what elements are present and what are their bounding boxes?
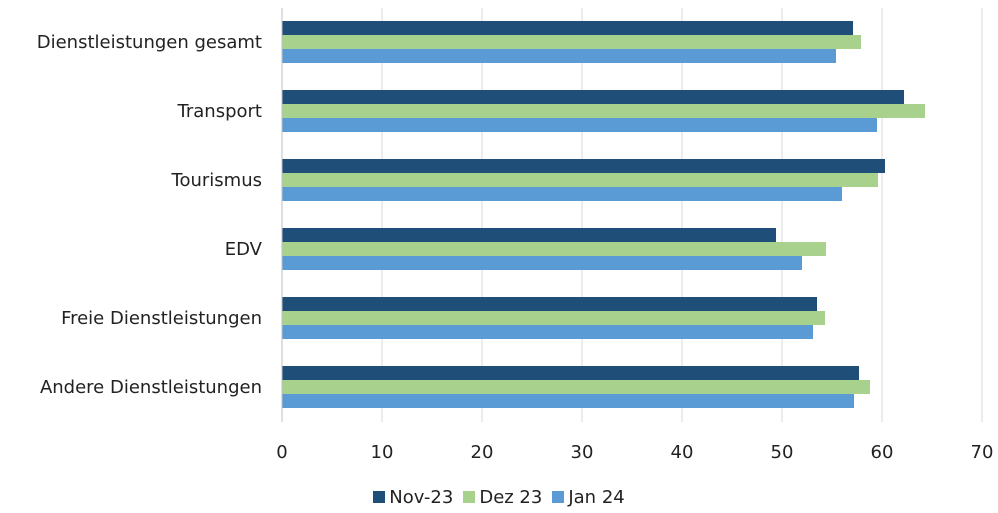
bar (282, 311, 825, 325)
bar (282, 21, 853, 35)
gridlines (381, 8, 983, 422)
legend-item-nov-23: Nov-23 (373, 487, 453, 508)
legend-swatch (552, 491, 565, 503)
legend-label: Dez 23 (479, 486, 543, 508)
category-label: Dienstleistungen gesamt (37, 32, 262, 53)
x-tick-label: 70 (971, 442, 994, 463)
legend-label: Nov-23 (389, 486, 454, 508)
bar (282, 228, 776, 242)
bar (282, 325, 813, 339)
bar (282, 49, 836, 63)
bar-chart: 0 10 20 30 40 50 60 70 Dienstleistungen gesamt Tr… (37, 8, 994, 463)
legend-swatch (373, 491, 386, 503)
bar (282, 187, 842, 201)
x-tick-label: 20 (471, 442, 494, 463)
bar (282, 256, 802, 270)
x-tick-label: 50 (771, 442, 794, 463)
legend-item-dez-23: Dez 23 (463, 487, 542, 508)
bar (282, 104, 925, 118)
bar (282, 366, 859, 380)
bar (282, 242, 826, 256)
legend-label: Jan 24 (568, 486, 625, 508)
x-tick-label: 0 (276, 442, 287, 463)
category-label: Andere Dienstleistungen (40, 377, 262, 398)
legend: Nov-23 Dez 23 Jan 24 (0, 484, 998, 510)
category-label: Tourismus (171, 170, 262, 191)
category-label: Freie Dienstleistungen (61, 308, 262, 329)
labels: 0 10 20 30 40 50 60 70 Dienstleistungen gesamt Tr… (37, 32, 994, 463)
legend-swatch (463, 491, 476, 503)
x-tick-label: 10 (371, 442, 394, 463)
bar (282, 118, 877, 132)
bar (282, 297, 817, 311)
bar (282, 380, 870, 394)
bar (282, 90, 904, 104)
category-label: EDV (225, 239, 263, 260)
x-tick-label: 30 (571, 442, 594, 463)
bar (282, 173, 878, 187)
category-label: Transport (177, 101, 262, 122)
bar (282, 159, 885, 173)
x-tick-label: 60 (871, 442, 894, 463)
bar (282, 35, 861, 49)
bar (282, 394, 854, 408)
bars (282, 21, 925, 408)
x-tick-label: 40 (671, 442, 694, 463)
legend-item-jan-24: Jan 24 (552, 486, 625, 508)
